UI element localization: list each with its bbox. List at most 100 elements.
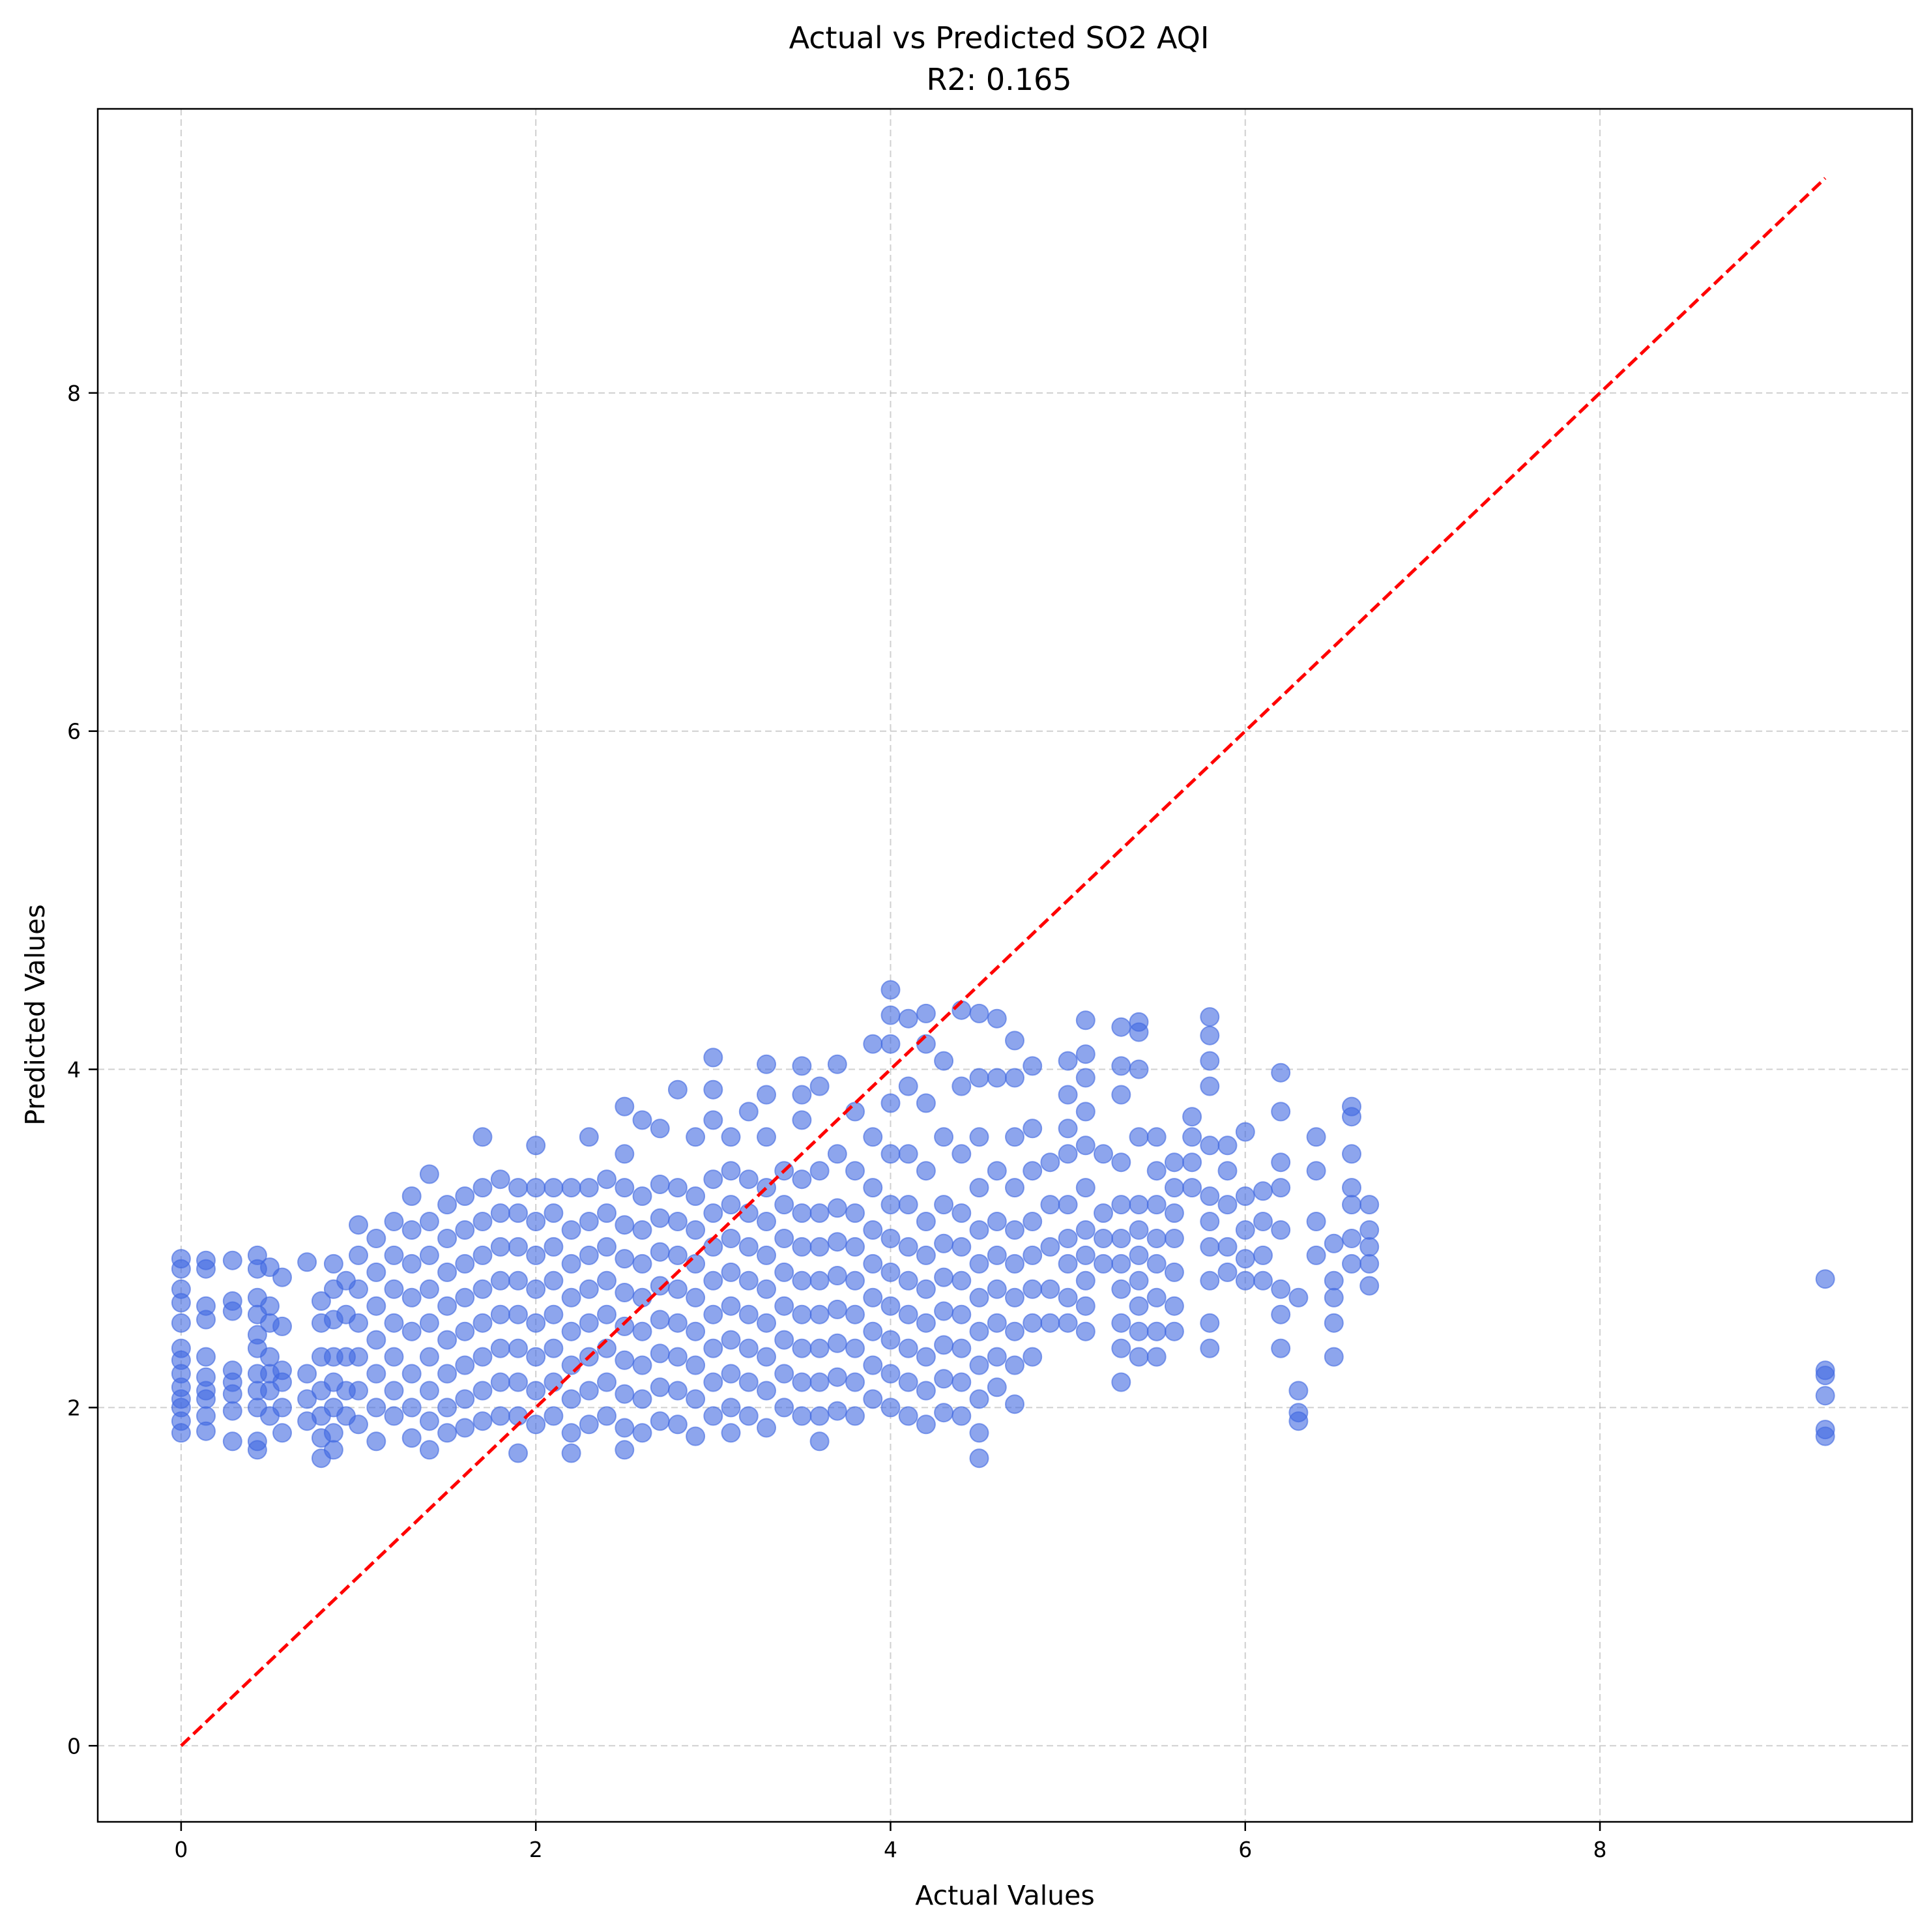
data-point: [1359, 1276, 1380, 1296]
data-point: [544, 1237, 564, 1257]
data-point: [490, 1406, 510, 1426]
data-point: [1164, 1262, 1184, 1282]
data-point: [349, 1215, 368, 1235]
data-point: [297, 1364, 317, 1384]
data-point: [969, 1389, 989, 1409]
data-point: [987, 1008, 1007, 1029]
data-point: [1058, 1051, 1078, 1071]
data-point: [1058, 1253, 1078, 1274]
data-point: [827, 1333, 847, 1353]
data-point: [1815, 1386, 1835, 1406]
data-point: [455, 1355, 475, 1375]
data-point: [987, 1313, 1007, 1333]
data-point: [1146, 1127, 1167, 1147]
data-point: [1164, 1152, 1184, 1173]
data-point: [597, 1406, 617, 1426]
data-point: [1111, 1195, 1131, 1215]
data-point: [597, 1169, 617, 1190]
data-point: [419, 1411, 439, 1431]
data-point: [880, 980, 901, 1000]
data-point: [650, 1343, 670, 1364]
data-point: [757, 1245, 776, 1265]
data-point: [490, 1169, 510, 1190]
data-point: [757, 1212, 776, 1231]
data-point: [508, 1178, 528, 1198]
data-point: [987, 1212, 1007, 1231]
data-point: [272, 1423, 292, 1443]
data-point: [1075, 1321, 1096, 1341]
data-point: [349, 1245, 368, 1265]
data-point: [632, 1423, 652, 1443]
data-point: [455, 1321, 475, 1341]
data-point: [1271, 1102, 1291, 1122]
x-tick-label: 2: [529, 1837, 543, 1862]
data-point: [401, 1398, 422, 1418]
data-point: [1111, 1152, 1131, 1173]
data-point: [1200, 1051, 1220, 1071]
data-point: [472, 1381, 493, 1401]
data-point: [898, 1008, 918, 1029]
data-point: [880, 1398, 901, 1418]
data-point: [1129, 1321, 1149, 1341]
data-point: [1271, 1062, 1291, 1083]
data-point: [455, 1186, 475, 1207]
data-point: [508, 1270, 528, 1291]
data-point: [1815, 1420, 1835, 1440]
data-point: [827, 1198, 847, 1218]
data-point: [1005, 1127, 1024, 1147]
data-point: [1023, 1347, 1043, 1367]
data-point: [222, 1250, 242, 1270]
data-point: [1129, 1270, 1149, 1291]
data-point: [1200, 1186, 1220, 1207]
data-point: [1040, 1279, 1060, 1299]
data-point: [721, 1262, 741, 1282]
data-point: [1005, 1321, 1024, 1341]
data-point: [934, 1233, 954, 1253]
data-point: [650, 1208, 670, 1228]
data-point: [863, 1220, 883, 1240]
data-point: [1111, 1253, 1131, 1274]
data-point: [1075, 1220, 1096, 1240]
data-point: [738, 1372, 759, 1392]
data-point: [1235, 1270, 1255, 1291]
data-point: [196, 1250, 216, 1270]
data-point: [845, 1406, 865, 1426]
data-point: [222, 1401, 242, 1421]
data-point: [311, 1291, 331, 1311]
data-point: [1023, 1161, 1043, 1181]
data-point: [774, 1262, 794, 1282]
data-point: [1129, 1059, 1149, 1079]
data-point: [297, 1252, 317, 1272]
data-point: [1271, 1304, 1291, 1325]
data-point: [898, 1237, 918, 1257]
data-point: [738, 1237, 759, 1257]
data-point: [827, 1054, 847, 1074]
data-point: [1271, 1152, 1291, 1173]
data-point: [544, 1304, 564, 1325]
data-point: [561, 1355, 581, 1375]
data-point: [597, 1203, 617, 1223]
data-point: [792, 1304, 812, 1325]
data-point: [1040, 1195, 1060, 1215]
data-point: [323, 1423, 343, 1443]
data-point: [1182, 1127, 1202, 1147]
data-point: [1235, 1220, 1255, 1240]
data-point: [880, 1364, 901, 1384]
data-point: [703, 1079, 723, 1100]
data-point: [667, 1279, 688, 1299]
data-point: [1200, 1025, 1220, 1046]
data-point: [437, 1229, 457, 1248]
data-point: [686, 1253, 706, 1274]
data-point: [632, 1321, 652, 1341]
data-point: [196, 1347, 216, 1367]
data-point: [297, 1389, 317, 1409]
data-point: [809, 1304, 830, 1325]
data-point: [951, 1076, 972, 1096]
data-point: [721, 1423, 741, 1443]
data-point: [1164, 1203, 1184, 1223]
data-point: [1342, 1178, 1361, 1198]
data-point: [401, 1321, 422, 1341]
data-point: [792, 1338, 812, 1358]
data-point: [1058, 1144, 1078, 1164]
data-point: [544, 1338, 564, 1358]
